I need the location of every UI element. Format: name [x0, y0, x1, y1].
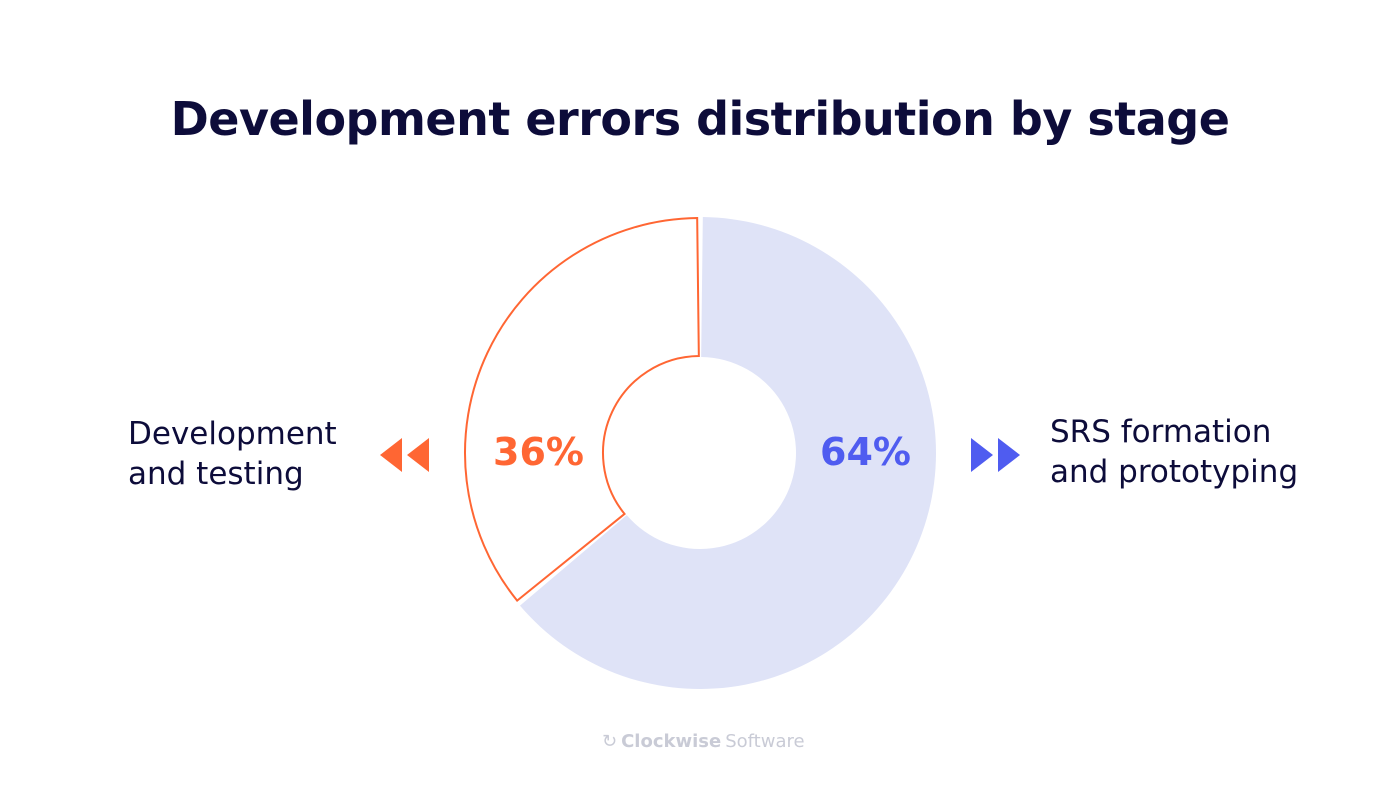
logo-text-light: Software [725, 731, 805, 752]
triangle [407, 438, 429, 472]
slice-development-and-testing [464, 217, 700, 603]
value-label-development: 36% [493, 430, 584, 474]
legend-development-and-testing: Development and testing [128, 414, 337, 494]
slice-srs-formation [519, 217, 937, 689]
label-line: Development [128, 416, 337, 452]
logo-icon: ↻ [602, 731, 618, 752]
chart-title: Development errors distribution by stage [170, 92, 1230, 146]
legend-srs-formation: SRS formation and prototyping [1050, 412, 1298, 492]
label-line: and testing [128, 456, 304, 492]
triangle [971, 438, 993, 472]
brand-logo: ↻ Clockwise Software [602, 731, 805, 752]
triangle [998, 438, 1020, 472]
arrow-right-icon [971, 438, 1020, 472]
triangle [380, 438, 402, 472]
label-line: and prototyping [1050, 454, 1299, 490]
arrow-left-icon [380, 438, 429, 472]
value-label-srs: 64% [820, 430, 911, 474]
label-line: SRS formation [1050, 414, 1272, 450]
logo-text-bold: Clockwise [621, 731, 722, 752]
